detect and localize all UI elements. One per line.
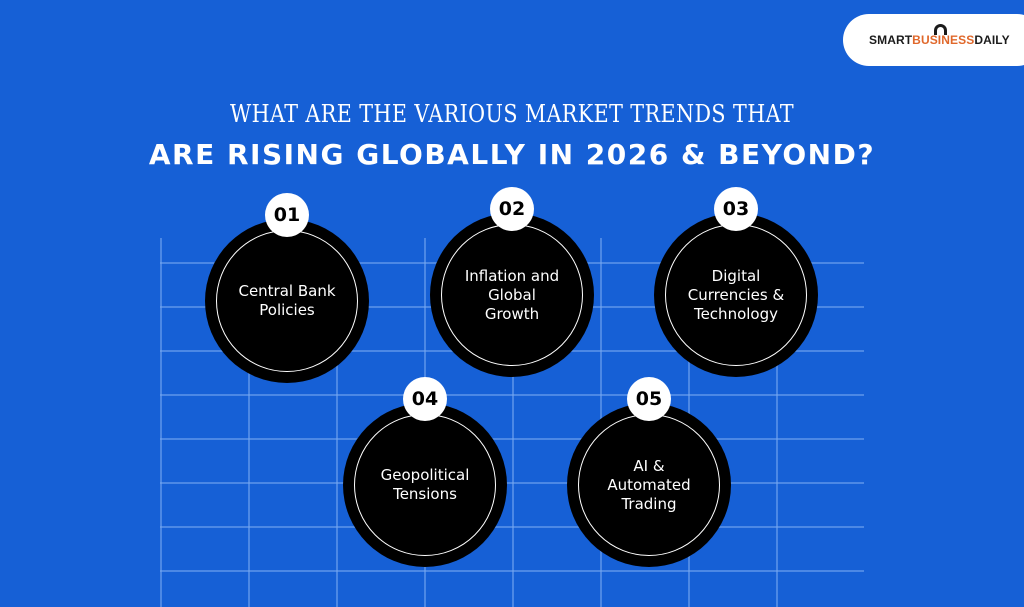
logo-smart-text: SMART — [869, 33, 913, 47]
trend-circle-05: AI & Automated Trading 05 — [567, 377, 731, 567]
trend-label: Inflation and Global Growth — [464, 266, 560, 323]
logo-business-text: BUSINESS — [912, 33, 975, 47]
title-line-1: WHAT ARE THE VARIOUS MARKET TRENDS THAT — [229, 100, 795, 128]
trend-number-badge: 02 — [490, 187, 534, 231]
logo-arch-icon — [934, 24, 947, 35]
brand-logo[interactable]: SMARTBUSINESSDAILY — [843, 14, 1024, 66]
logo-wordmark: SMARTBUSINESSDAILY — [869, 33, 1010, 47]
trend-number-badge: 03 — [714, 187, 758, 231]
trend-number-badge: 04 — [403, 377, 447, 421]
trend-number-badge: 05 — [627, 377, 671, 421]
trend-label: AI & Automated Trading — [607, 456, 691, 513]
trend-circle-02: Inflation and Global Growth 02 — [430, 187, 594, 377]
trend-label: Geopolitical Tensions — [380, 466, 470, 503]
trend-label: Digital Currencies & Technology — [687, 266, 785, 323]
trend-circle-04: Geopolitical Tensions 04 — [343, 377, 507, 567]
trend-number-badge: 01 — [265, 193, 309, 237]
trend-label: Central Bank Policies — [238, 282, 336, 319]
title-line-2: ARE RISING GLOBALLY IN 2026 & BEYOND? — [148, 138, 876, 171]
logo-daily-text: DAILY — [974, 33, 1010, 47]
trend-circle-03: Digital Currencies & Technology 03 — [654, 187, 818, 377]
trend-circle-01: Central Bank Policies 01 — [205, 193, 369, 383]
